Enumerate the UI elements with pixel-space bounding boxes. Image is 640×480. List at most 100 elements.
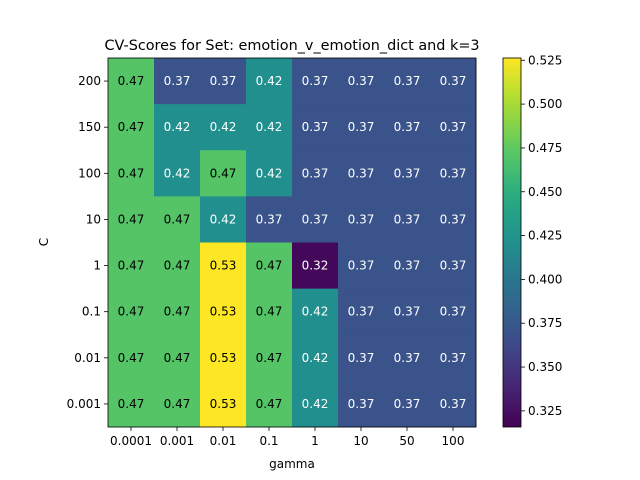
heatmap-cell	[384, 150, 431, 197]
cell-value-label: 0.37	[348, 259, 375, 273]
cell-value-label: 0.37	[394, 120, 421, 134]
heatmap-cell	[338, 242, 385, 290]
y-axis-label: C	[37, 238, 51, 246]
heatmap-cell	[430, 150, 477, 197]
cell-value-label: 0.42	[210, 120, 237, 134]
heatmap-cell	[246, 58, 293, 105]
cell-value-label: 0.42	[164, 120, 191, 134]
heatmap-cell	[292, 242, 339, 290]
cell-value-label: 0.47	[164, 397, 191, 411]
cell-value-label: 0.37	[440, 166, 467, 180]
heatmap-cell	[154, 380, 201, 428]
cell-value-label: 0.37	[348, 351, 375, 365]
y-tick-label: 0.01	[74, 351, 101, 365]
heatmap-cell	[200, 334, 247, 382]
heatmap-cell	[292, 288, 339, 336]
cell-value-label: 0.37	[210, 74, 237, 88]
cell-value-label: 0.37	[302, 120, 329, 134]
x-axis-label: gamma	[269, 457, 315, 471]
heatmap-cell	[108, 242, 155, 290]
y-tick-label: 1	[93, 259, 101, 273]
cell-value-label: 0.37	[394, 305, 421, 319]
cell-value-label: 0.37	[394, 212, 421, 226]
cell-value-label: 0.47	[118, 120, 145, 134]
heatmap-cell	[154, 242, 201, 290]
y-axis: 200 150 100 10 1 0.1 0.01 0.001	[67, 74, 108, 411]
colorbar-ticks: 0.325 0.350 0.375 0.400 0.425 0.450 0.475 0.500…	[521, 53, 562, 418]
x-tick-label: 50	[399, 434, 414, 448]
y-tick-label: 0.001	[67, 397, 101, 411]
colorbar-tick-label: 0.475	[528, 141, 562, 155]
cell-value-label: 0.37	[440, 351, 467, 365]
cell-value-label: 0.42	[210, 212, 237, 226]
heatmap-cell	[338, 104, 385, 151]
heatmap-cell	[200, 196, 247, 243]
heatmap-cell	[108, 196, 155, 243]
colorbar-tick-label: 0.350	[528, 360, 562, 374]
chart-title: CV-Scores for Set: emotion_v_emotion_dic…	[104, 38, 479, 54]
cell-value-label: 0.42	[302, 305, 329, 319]
cell-value-label: 0.47	[164, 259, 191, 273]
y-tick-label: 0.1	[82, 305, 101, 319]
heatmap-cell	[338, 196, 385, 243]
heatmap-cell	[154, 288, 201, 336]
colorbar-tick-label: 0.400	[528, 272, 562, 286]
heatmap-cell	[384, 58, 431, 105]
cell-value-label: 0.47	[118, 259, 145, 273]
heatmap-cell	[108, 150, 155, 197]
heatmap-cell	[338, 334, 385, 382]
cell-value-label: 0.47	[256, 259, 283, 273]
cell-value-label: 0.37	[348, 166, 375, 180]
cell-value-label: 0.37	[302, 212, 329, 226]
cell-value-label: 0.37	[348, 120, 375, 134]
heatmap-cell	[384, 380, 431, 428]
heatmap-cell	[200, 150, 247, 197]
y-tick-label: 200	[78, 74, 101, 88]
cell-value-label: 0.53	[210, 305, 237, 319]
colorbar-tick-label: 0.450	[528, 185, 562, 199]
heatmap-cell	[384, 242, 431, 290]
cell-value-label: 0.37	[394, 166, 421, 180]
cell-value-label: 0.47	[118, 305, 145, 319]
colorbar-tick-label: 0.325	[528, 404, 562, 418]
heatmap-cell	[430, 58, 477, 105]
heatmap-cell	[292, 58, 339, 105]
heatmap-cell	[384, 196, 431, 243]
colorbar-gradient	[503, 58, 521, 427]
cell-value-label: 0.37	[440, 212, 467, 226]
cell-value-label: 0.37	[394, 74, 421, 88]
cell-value-label: 0.32	[302, 259, 329, 273]
cell-value-label: 0.47	[118, 351, 145, 365]
cell-value-label: 0.37	[440, 74, 467, 88]
cell-value-label: 0.47	[164, 212, 191, 226]
heatmap-cell	[338, 288, 385, 336]
cell-value-label: 0.47	[118, 74, 145, 88]
cell-value-label: 0.42	[302, 397, 329, 411]
cell-value-label: 0.37	[348, 305, 375, 319]
colorbar-tick-label: 0.500	[528, 97, 562, 111]
x-tick-label: 100	[442, 434, 465, 448]
heatmap-cell	[246, 380, 293, 428]
heatmap-cell	[246, 150, 293, 197]
cell-value-label: 0.37	[440, 120, 467, 134]
colorbar-tick-label: 0.525	[528, 53, 562, 67]
heatmap-cell	[430, 380, 477, 428]
heatmap-cell	[200, 242, 247, 290]
cell-value-label: 0.42	[256, 120, 283, 134]
cell-value-label: 0.42	[164, 166, 191, 180]
heatmap-cell	[200, 380, 247, 428]
heatmap-cell	[200, 288, 247, 336]
cell-value-label: 0.37	[394, 397, 421, 411]
plot-frame	[107, 57, 477, 428]
cell-value-label: 0.47	[256, 305, 283, 319]
colorbar: 0.325 0.350 0.375 0.400 0.425 0.450 0.475 0.500…	[502, 53, 562, 428]
heatmap-cell	[384, 104, 431, 151]
heatmap-cell	[338, 150, 385, 197]
cell-value-label: 0.37	[302, 74, 329, 88]
heatmap-cell	[292, 150, 339, 197]
heatmap-cell	[384, 334, 431, 382]
heatmap-cell	[246, 288, 293, 336]
heatmap-cell	[200, 104, 247, 151]
heatmap-cell	[292, 380, 339, 428]
